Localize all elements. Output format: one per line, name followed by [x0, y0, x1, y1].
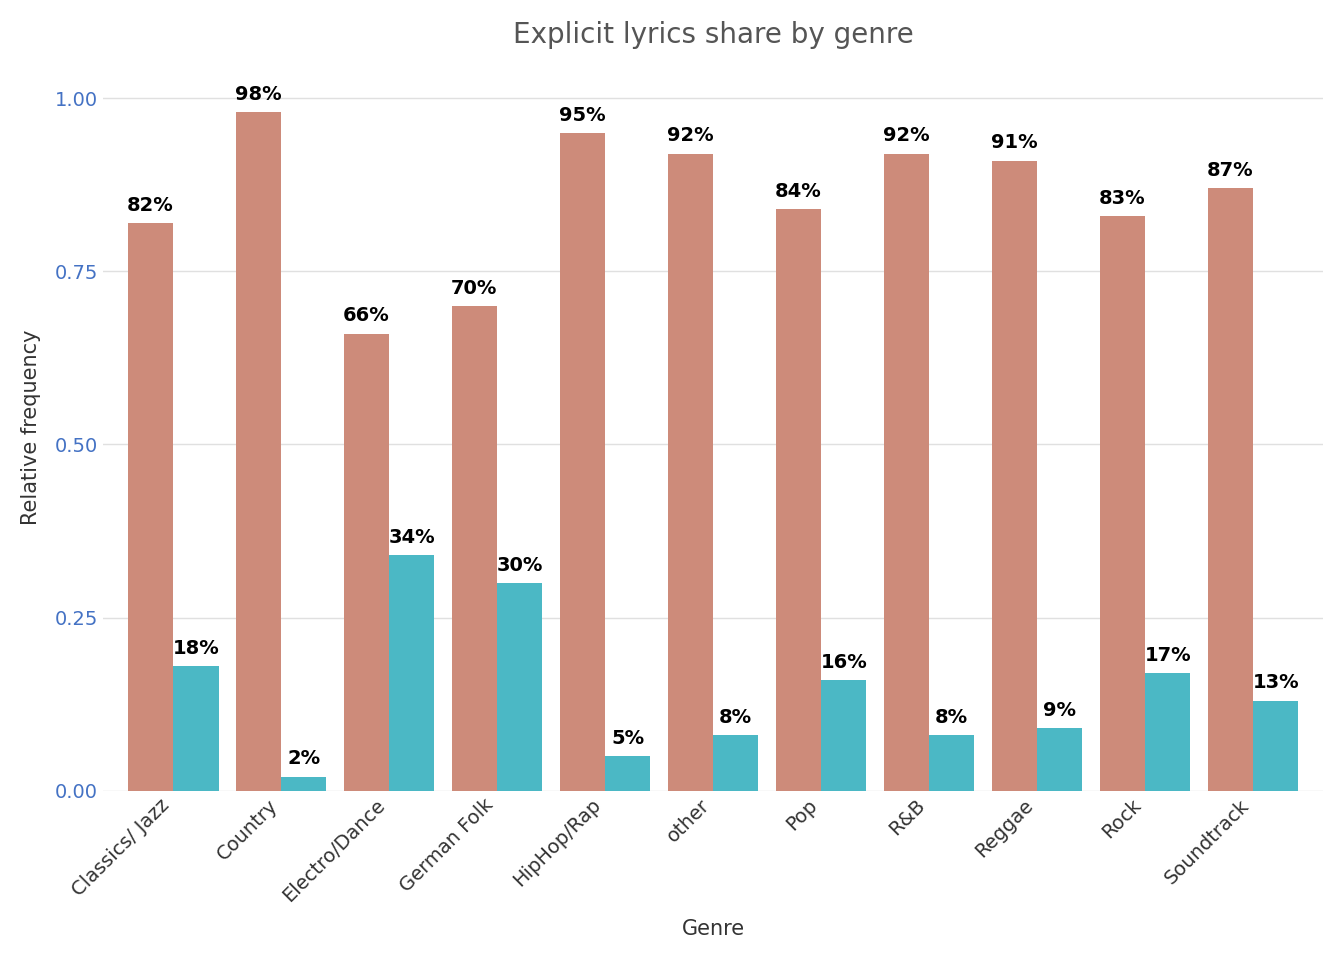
- Bar: [992, 160, 1038, 791]
- Bar: [1099, 216, 1145, 791]
- Text: 84%: 84%: [775, 181, 821, 201]
- Text: 98%: 98%: [235, 84, 282, 104]
- Bar: [668, 154, 714, 791]
- Text: 16%: 16%: [820, 653, 867, 672]
- Y-axis label: Relative frequency: Relative frequency: [22, 329, 40, 525]
- Bar: [452, 306, 497, 791]
- Text: 8%: 8%: [935, 708, 968, 727]
- Text: 92%: 92%: [667, 127, 714, 145]
- Text: 9%: 9%: [1043, 701, 1077, 720]
- Text: 82%: 82%: [128, 196, 173, 215]
- Text: 92%: 92%: [883, 127, 930, 145]
- Text: 91%: 91%: [991, 133, 1038, 153]
- Bar: [1253, 701, 1298, 791]
- Text: 30%: 30%: [496, 556, 543, 575]
- Text: 34%: 34%: [388, 528, 435, 547]
- Bar: [173, 666, 219, 791]
- Bar: [883, 154, 929, 791]
- Text: 95%: 95%: [559, 106, 606, 125]
- Text: 5%: 5%: [612, 729, 644, 748]
- Text: 66%: 66%: [343, 306, 390, 325]
- Bar: [1208, 188, 1253, 791]
- Bar: [605, 756, 650, 791]
- Bar: [775, 209, 821, 791]
- Text: 8%: 8%: [719, 708, 753, 727]
- Text: 17%: 17%: [1144, 646, 1191, 664]
- Bar: [344, 334, 390, 791]
- X-axis label: Genre: Genre: [681, 919, 745, 939]
- Bar: [1038, 729, 1082, 791]
- Bar: [821, 680, 867, 791]
- Bar: [559, 132, 605, 791]
- Bar: [235, 112, 281, 791]
- Text: 70%: 70%: [452, 278, 497, 298]
- Bar: [281, 777, 327, 791]
- Text: 13%: 13%: [1253, 673, 1298, 692]
- Text: 87%: 87%: [1207, 161, 1254, 180]
- Bar: [1145, 673, 1191, 791]
- Bar: [929, 735, 974, 791]
- Text: 2%: 2%: [288, 750, 320, 769]
- Bar: [128, 223, 173, 791]
- Text: 83%: 83%: [1099, 189, 1145, 207]
- Bar: [497, 583, 543, 791]
- Bar: [390, 555, 434, 791]
- Bar: [714, 735, 758, 791]
- Title: Explicit lyrics share by genre: Explicit lyrics share by genre: [512, 21, 914, 49]
- Text: 18%: 18%: [172, 638, 219, 658]
